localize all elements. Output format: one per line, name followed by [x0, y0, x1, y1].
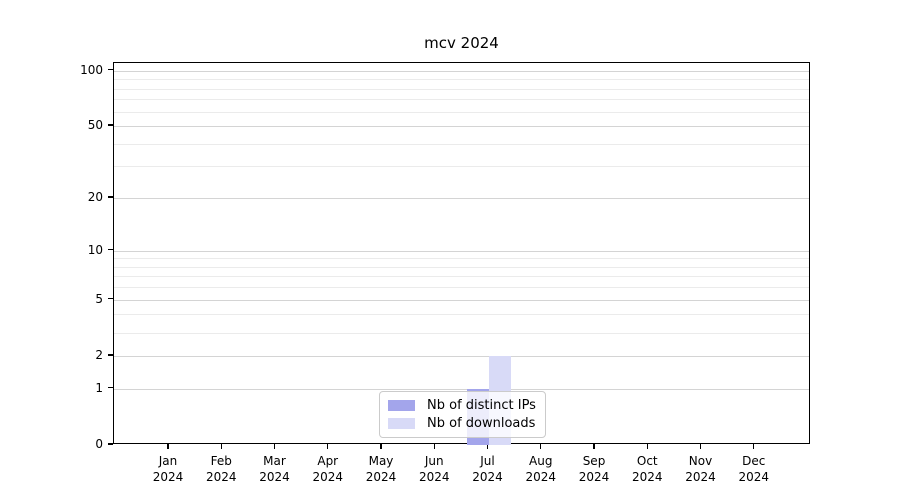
y-tick-mark — [108, 124, 113, 126]
y-tick-label: 10 — [87, 242, 103, 257]
x-tick-month: Aug — [529, 454, 553, 468]
minor-gridline — [114, 79, 809, 81]
legend-item-downloads: Nb of downloads — [388, 416, 536, 431]
minor-gridline — [114, 111, 809, 113]
y-tick-mark — [108, 443, 113, 445]
x-tick-month: May — [368, 454, 394, 468]
minor-gridline — [114, 332, 809, 334]
legend-swatch-downloads-icon — [388, 418, 415, 429]
y-tick-label: 50 — [87, 118, 103, 133]
minor-gridline — [114, 266, 809, 268]
x-tick-label: Oct 2024 — [607, 453, 687, 485]
y-tick-mark — [108, 68, 113, 71]
y-tick-label: 100 — [80, 62, 103, 77]
y-tick-mark — [108, 297, 113, 300]
y-tick-mark — [108, 354, 113, 356]
x-tick-year: 2024 — [525, 470, 557, 484]
minor-gridline — [114, 166, 809, 168]
x-tick-mark — [540, 444, 542, 449]
major-gridline — [114, 299, 809, 301]
x-tick-label: Sep 2024 — [554, 453, 634, 485]
y-tick-label: 2 — [95, 347, 103, 362]
x-tick-month: Jan — [158, 454, 178, 468]
chart-title: mcv 2024 — [424, 34, 499, 52]
y-tick-label: 20 — [87, 190, 103, 205]
x-tick-month: Mar — [263, 454, 286, 468]
minor-gridline — [114, 143, 809, 145]
y-tick-mark — [108, 196, 113, 198]
major-gridline — [114, 198, 809, 200]
major-gridline — [114, 355, 809, 357]
x-tick-month: Jul — [480, 454, 495, 468]
x-tick-month: Dec — [742, 454, 766, 468]
minor-gridline — [114, 99, 809, 101]
x-tick-mark — [433, 444, 435, 449]
x-tick-label: Feb 2024 — [181, 453, 261, 485]
x-tick-label: May 2024 — [341, 453, 421, 485]
x-tick-mark — [167, 444, 169, 449]
x-tick-year: 2024 — [312, 470, 344, 484]
x-tick-year: 2024 — [205, 470, 237, 484]
x-tick-mark — [699, 444, 702, 449]
x-tick-year: 2024 — [152, 470, 184, 484]
x-tick-label: Mar 2024 — [235, 453, 315, 485]
legend: Nb of distinct IPs Nb of downloads — [379, 391, 546, 438]
x-tick-year: 2024 — [578, 470, 610, 484]
x-tick-mark — [753, 444, 755, 449]
x-tick-label: Jan 2024 — [128, 453, 208, 485]
x-tick-month: Apr — [317, 454, 339, 468]
y-tick-mark — [108, 387, 113, 389]
x-tick-month: Nov — [688, 454, 713, 468]
x-tick-label: Apr 2024 — [288, 453, 368, 485]
x-tick-year: 2024 — [738, 470, 770, 484]
minor-gridline — [114, 276, 809, 278]
x-tick-label: Dec 2024 — [714, 453, 794, 485]
x-tick-mark — [646, 444, 648, 449]
minor-gridline — [114, 88, 809, 90]
x-tick-year: 2024 — [685, 470, 716, 484]
legend-label-downloads: Nb of downloads — [427, 416, 536, 431]
x-tick-year: 2024 — [365, 470, 397, 484]
y-tick-label: 5 — [95, 291, 103, 306]
major-gridline — [114, 70, 809, 72]
minor-gridline — [114, 258, 809, 260]
x-tick-label: Jun 2024 — [394, 453, 474, 485]
y-tick-mark — [108, 248, 113, 251]
x-tick-month: Feb — [210, 454, 232, 468]
x-tick-mark — [486, 444, 489, 449]
x-tick-month: Sep — [582, 454, 606, 468]
legend-item-distinct-ips: Nb of distinct IPs — [388, 398, 536, 413]
minor-gridline — [114, 314, 809, 316]
x-tick-month: Jun — [424, 454, 444, 468]
x-tick-mark — [327, 444, 329, 449]
x-tick-mark — [220, 444, 222, 449]
x-tick-label: Aug 2024 — [501, 453, 581, 485]
x-tick-year: 2024 — [259, 470, 290, 484]
x-tick-mark — [273, 444, 276, 449]
x-tick-label: Nov 2024 — [661, 453, 741, 485]
x-tick-mark — [593, 444, 595, 449]
x-tick-label: Jul 2024 — [448, 453, 528, 485]
x-tick-mark — [380, 444, 382, 449]
x-tick-month: Oct — [636, 454, 658, 468]
major-gridline — [114, 388, 809, 390]
x-tick-year: 2024 — [631, 470, 663, 484]
legend-swatch-distinct-ips-icon — [388, 400, 415, 411]
minor-gridline — [114, 287, 809, 289]
y-tick-label: 0 — [95, 437, 103, 451]
plot-area — [113, 62, 810, 445]
major-gridline — [114, 250, 809, 252]
x-tick-year: 2024 — [472, 470, 503, 484]
legend-label-distinct-ips: Nb of distinct IPs — [427, 398, 536, 413]
major-gridline — [114, 126, 809, 128]
y-tick-label: 1 — [95, 380, 103, 395]
x-tick-year: 2024 — [418, 470, 450, 484]
